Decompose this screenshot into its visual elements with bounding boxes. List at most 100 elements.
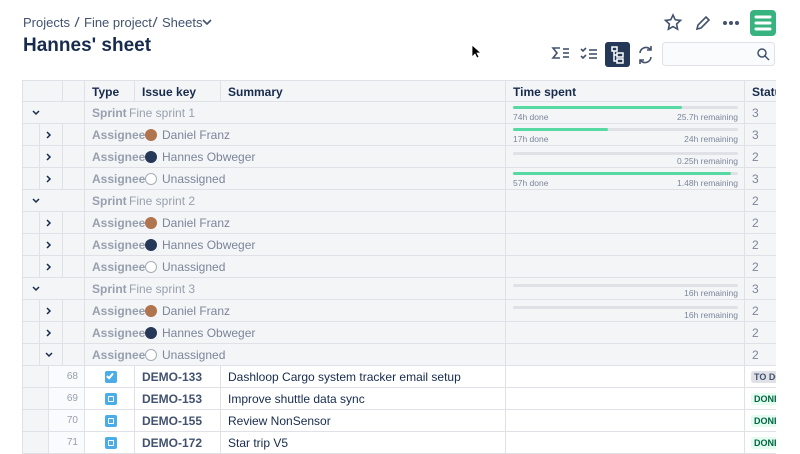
time-remaining: 25.7h remaining [677,112,738,122]
expand-toggle[interactable] [44,328,54,338]
time-remaining: 0.25h remaining [677,156,738,166]
issue-key-cell: DEMO-153 [135,388,221,410]
issue-key[interactable]: DEMO-155 [142,414,203,428]
row-toggle-cell [40,234,63,256]
row-number-cell [63,256,85,278]
hierarchy-icon [611,46,624,64]
checklist-button[interactable] [580,47,597,60]
row-indent-cell [23,322,40,344]
avatar [145,151,157,163]
expand-toggle[interactable] [44,152,54,162]
summary-cell: Review NonSensor [221,410,506,432]
separator [74,16,80,28]
breadcrumb[interactable]: Projects [23,15,70,30]
issue-type-icon [105,437,117,449]
type-cell [85,366,135,388]
expand-toggle[interactable] [44,240,54,250]
status-cell: 2 [745,300,776,322]
refresh-button[interactable] [639,46,652,64]
breadcrumb[interactable]: Fine project [84,15,152,30]
row-toggle-cell [40,344,63,366]
time-spent-cell: 74h done 25.7h remaining [506,102,745,124]
issue-key[interactable]: DEMO-153 [142,392,203,406]
chevron[interactable] [202,19,212,26]
star-button[interactable] [663,13,683,31]
group-name: Daniel Franz [162,216,231,230]
edit-button[interactable] [695,15,711,31]
column-header[interactable]: Summary [221,81,506,102]
type-cell [85,388,135,410]
issue-key[interactable]: DEMO-172 [142,436,203,450]
row-indent-cell [23,146,40,168]
issue-key-cell: DEMO-155 [135,410,221,432]
expand-toggle[interactable] [44,350,54,360]
group-name: Unassigned [162,348,226,362]
issue-type-icon [105,371,117,383]
avatar [145,327,157,339]
expand-toggle[interactable] [31,196,41,206]
sum-button[interactable] [551,47,569,59]
sheet-table: Type Issue key Summary Time spent Status Spri… [22,80,776,454]
group-name: Unassigned [162,172,226,186]
group-name: Hannes Obweger [162,238,256,252]
header-cell [63,81,85,102]
group-kind: Assignee [92,150,146,164]
column-header[interactable]: Issue key [135,81,221,102]
row-number: 68 [66,371,78,382]
issue-count: 2 [752,260,759,274]
row-number-cell [63,124,85,146]
expand-toggle[interactable] [44,262,54,272]
group-kind: Assignee [92,326,146,340]
avatar [145,239,157,251]
group-name: Fine sprint 3 [129,282,196,296]
app-logo-lines [754,15,772,31]
column-header[interactable]: Status [745,81,776,102]
progress-track [513,284,738,287]
status-cell: 2 [745,146,776,168]
issue-count: 3 [752,128,759,142]
time-spent-cell [506,234,745,256]
breadcrumb[interactable]: Sheets [162,15,203,30]
row-indent-cell [23,410,49,432]
column-header[interactable]: Type [85,81,135,102]
avatar [145,173,157,185]
group-cell: Assignee Hannes Obweger [85,322,506,344]
expand-toggle[interactable] [31,284,41,294]
issue-key[interactable]: DEMO-133 [142,370,203,384]
expand-toggle[interactable] [31,108,41,118]
avatar [145,349,157,361]
issue-key-cell: DEMO-172 [135,432,221,454]
group-cell: Assignee Daniel Franz [85,300,506,322]
status-cell: DONE [745,410,776,432]
group-kind: Assignee [92,348,146,362]
group-kind: Assignee [92,216,146,230]
group-cell: Assignee Hannes Obweger [85,234,506,256]
expand-toggle[interactable] [44,306,54,316]
time-remaining: 16h remaining [684,288,738,298]
page-title: Hannes' sheet [23,35,152,56]
time-spent-cell [506,432,745,454]
avatar [145,129,157,141]
group-kind: Assignee [92,304,146,318]
expand-toggle[interactable] [44,218,54,228]
group-cell: Assignee Daniel Franz [85,124,506,146]
issue-count: 2 [752,150,759,164]
column-title: Time spent [513,85,577,99]
progress-bar [513,128,608,131]
avatar [145,305,157,317]
progress-track [513,306,738,309]
time-done: 74h done [513,112,549,122]
more-button[interactable] [723,21,739,25]
issue-type-icon [105,393,117,405]
row-number-cell [63,234,85,256]
search-input[interactable] [662,42,775,66]
expand-toggle[interactable] [44,130,54,140]
expand-toggle[interactable] [44,174,54,184]
column-header[interactable]: Time spent [506,81,745,102]
row-indent-cell [23,168,40,190]
row-toggle-cell [40,168,63,190]
group-cell: Assignee Unassigned [85,344,506,366]
group-cell: Assignee Hannes Obweger [85,146,506,168]
row-indent-cell [23,366,49,388]
